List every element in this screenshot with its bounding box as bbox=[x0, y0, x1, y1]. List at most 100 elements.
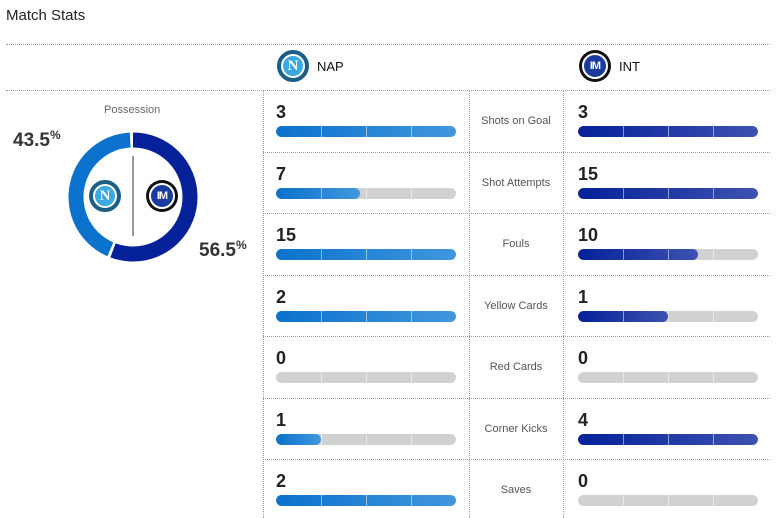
possession-label: Possession bbox=[104, 104, 161, 116]
bar-tick bbox=[623, 434, 624, 445]
divider bbox=[469, 90, 470, 518]
home-stat-bar bbox=[276, 495, 456, 506]
bar-tick bbox=[713, 495, 714, 506]
divider bbox=[6, 44, 770, 45]
page-title: Match Stats bbox=[6, 7, 86, 24]
away-stat-value: 1 bbox=[578, 287, 589, 307]
bar-tick bbox=[411, 311, 412, 322]
divider bbox=[563, 90, 564, 518]
divider bbox=[6, 90, 770, 91]
bar-tick bbox=[713, 311, 714, 322]
bar-tick bbox=[713, 249, 714, 260]
bar-tick bbox=[623, 311, 624, 322]
away-stat-bar bbox=[578, 495, 758, 506]
away-stat-value: 3 bbox=[578, 102, 589, 122]
home-stat-value: 0 bbox=[276, 348, 287, 368]
away-stat-bar bbox=[578, 372, 758, 383]
divider bbox=[263, 459, 770, 460]
home-team-abbr: NAP bbox=[317, 58, 344, 74]
home-possession-arc bbox=[68, 132, 198, 262]
bar-tick bbox=[411, 372, 412, 383]
bar-tick bbox=[321, 126, 322, 137]
away-stat-value: 4 bbox=[578, 410, 589, 430]
away-stat-bar bbox=[578, 126, 758, 137]
home-possession-value: 43.5% bbox=[13, 128, 61, 151]
stat-label: Shots on Goal bbox=[481, 115, 551, 127]
bar-fill bbox=[578, 249, 698, 260]
bar-tick bbox=[366, 311, 367, 322]
divider bbox=[263, 90, 264, 518]
home-stat-bar bbox=[276, 434, 456, 445]
divider bbox=[263, 152, 770, 153]
home-stat-value: 2 bbox=[276, 287, 287, 307]
divider bbox=[263, 398, 770, 399]
away-stat-value: 0 bbox=[578, 348, 589, 368]
away-stat-bar bbox=[578, 249, 758, 260]
bar-tick bbox=[366, 434, 367, 445]
bar-tick bbox=[321, 434, 322, 445]
home-stat-bar bbox=[276, 126, 456, 137]
away-stat-value: 10 bbox=[578, 225, 599, 245]
inter-logo-icon: IM bbox=[146, 180, 178, 212]
bar-tick bbox=[366, 249, 367, 260]
bar-tick bbox=[668, 311, 669, 322]
bar-fill bbox=[276, 434, 321, 445]
possession-donut-chart bbox=[68, 132, 198, 262]
bar-tick bbox=[668, 188, 669, 199]
bar-tick bbox=[713, 126, 714, 137]
bar-tick bbox=[411, 495, 412, 506]
divider bbox=[263, 275, 770, 276]
home-stat-value: 1 bbox=[276, 410, 287, 430]
away-team-header: IM INT bbox=[579, 50, 640, 82]
bar-tick bbox=[411, 188, 412, 199]
inter-logo-icon: IM bbox=[579, 50, 611, 82]
away-possession-value: 56.5% bbox=[199, 238, 247, 261]
away-stat-value: 15 bbox=[578, 164, 599, 184]
bar-tick bbox=[366, 495, 367, 506]
bar-tick bbox=[668, 434, 669, 445]
stat-label: Corner Kicks bbox=[484, 423, 548, 435]
home-stat-value: 15 bbox=[276, 225, 297, 245]
bar-tick bbox=[321, 188, 322, 199]
bar-tick bbox=[411, 249, 412, 260]
bar-tick bbox=[623, 495, 624, 506]
bar-tick bbox=[623, 372, 624, 383]
bar-fill bbox=[276, 188, 360, 199]
bar-tick bbox=[366, 126, 367, 137]
stat-label: Saves bbox=[500, 484, 532, 496]
home-stat-bar bbox=[276, 188, 456, 199]
home-team-header: N NAP bbox=[277, 50, 344, 82]
bar-tick bbox=[321, 311, 322, 322]
stat-label: Yellow Cards bbox=[484, 300, 548, 312]
napoli-logo-icon: N bbox=[89, 180, 121, 212]
away-stat-bar bbox=[578, 311, 758, 322]
bar-tick bbox=[623, 249, 624, 260]
home-stat-bar bbox=[276, 249, 456, 260]
stat-label: Shot Attempts bbox=[481, 177, 551, 189]
home-stat-value: 3 bbox=[276, 102, 287, 122]
bar-tick bbox=[411, 434, 412, 445]
away-stat-value: 0 bbox=[578, 471, 589, 491]
home-stat-bar bbox=[276, 372, 456, 383]
away-stat-bar bbox=[578, 434, 758, 445]
bar-tick bbox=[623, 188, 624, 199]
stat-label: Red Cards bbox=[489, 361, 543, 373]
bar-tick bbox=[713, 188, 714, 199]
home-stat-value: 7 bbox=[276, 164, 287, 184]
away-team-abbr: INT bbox=[619, 58, 640, 74]
bar-tick bbox=[366, 372, 367, 383]
bar-tick bbox=[668, 495, 669, 506]
bar-tick bbox=[668, 126, 669, 137]
home-stat-value: 2 bbox=[276, 471, 287, 491]
divider bbox=[263, 336, 770, 337]
bar-tick bbox=[366, 188, 367, 199]
home-stat-bar bbox=[276, 311, 456, 322]
away-possession-arc bbox=[68, 132, 198, 262]
divider bbox=[263, 213, 770, 214]
napoli-logo-icon: N bbox=[277, 50, 309, 82]
bar-tick bbox=[668, 249, 669, 260]
stat-label: Fouls bbox=[502, 238, 530, 250]
away-stat-bar bbox=[578, 188, 758, 199]
bar-tick bbox=[668, 372, 669, 383]
bar-tick bbox=[713, 434, 714, 445]
